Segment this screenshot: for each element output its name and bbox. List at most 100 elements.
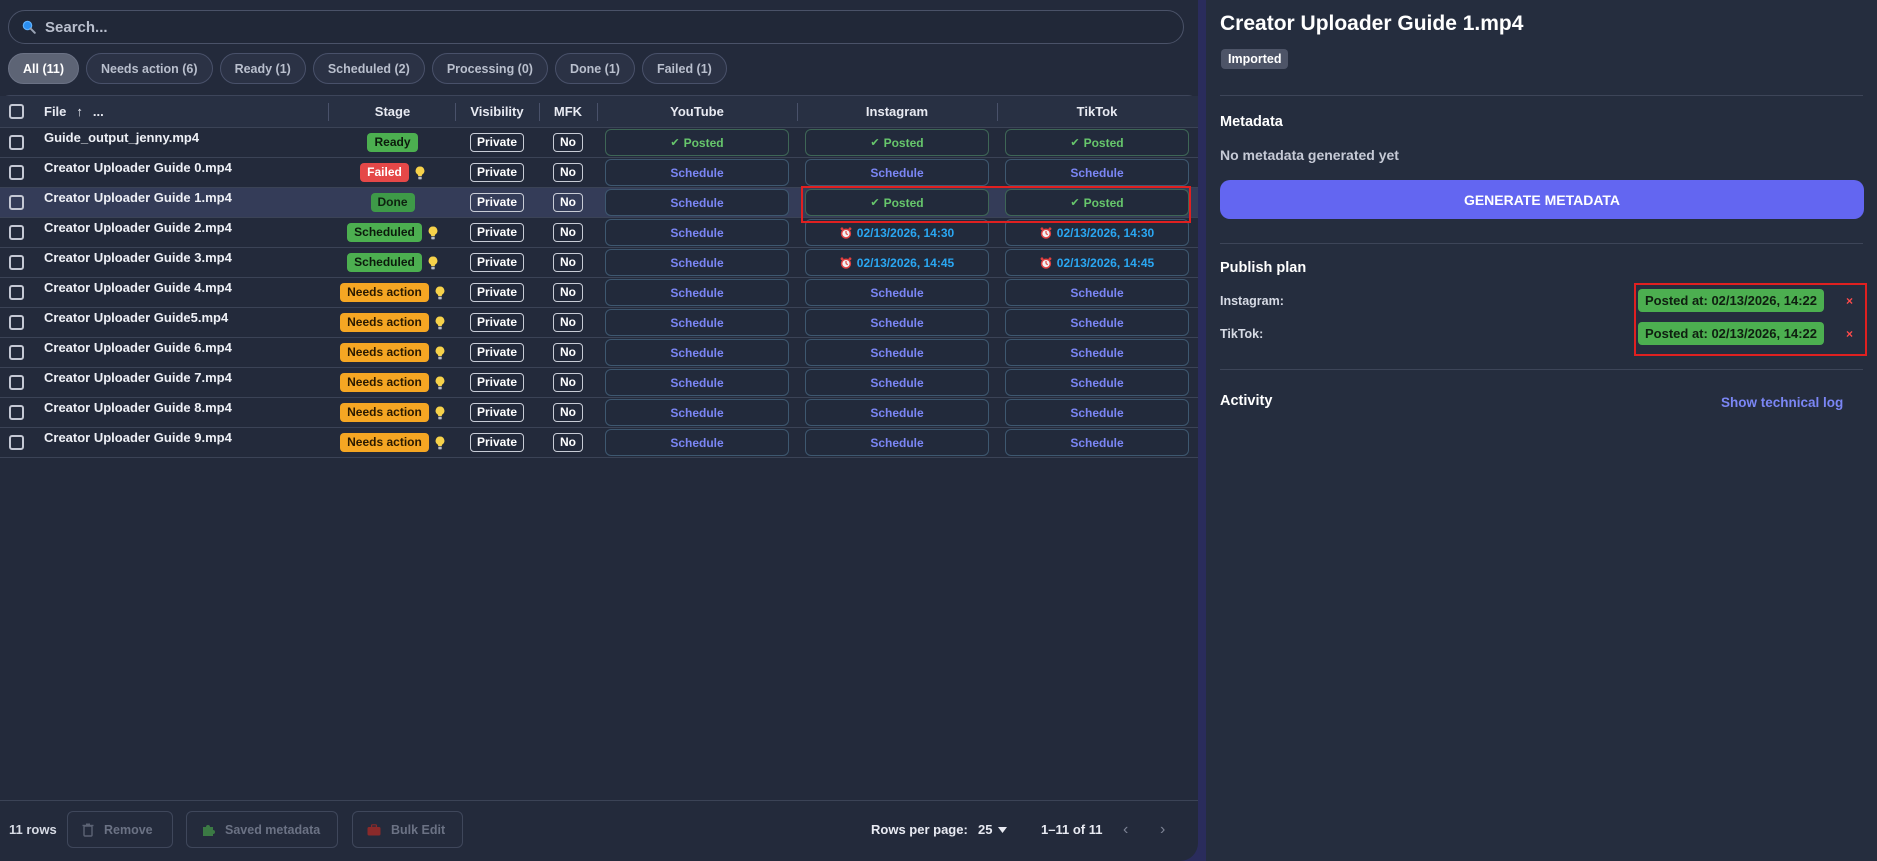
instagram-status[interactable]: Schedule	[805, 429, 989, 456]
instagram-status[interactable]: Schedule	[805, 369, 989, 396]
file-name[interactable]: Creator Uploader Guide 7.mp4	[44, 370, 232, 385]
table-row[interactable]: Creator Uploader Guide 4.mp4 Needs action…	[0, 278, 1198, 308]
tiktok-status[interactable]: Schedule	[1005, 339, 1189, 366]
mfk-pill[interactable]: No	[553, 223, 583, 242]
mfk-pill[interactable]: No	[553, 403, 583, 422]
tiktok-status[interactable]: Schedule	[1005, 429, 1189, 456]
instagram-status[interactable]: Schedule	[805, 339, 989, 366]
youtube-status[interactable]: Schedule	[605, 369, 789, 396]
search-input[interactable]	[45, 18, 1183, 36]
select-all-checkbox[interactable]	[8, 104, 24, 119]
youtube-status[interactable]: Schedule	[605, 279, 789, 306]
column-instagram[interactable]: Instagram	[865, 104, 929, 119]
visibility-pill[interactable]: Private	[469, 343, 525, 362]
lightbulb-icon[interactable]	[428, 255, 438, 270]
column-stage[interactable]: Stage	[374, 104, 411, 119]
file-name[interactable]: Creator Uploader Guide 8.mp4	[44, 400, 232, 415]
instagram-status[interactable]: 02/13/2026, 14:30	[805, 219, 989, 246]
mfk-pill[interactable]: No	[553, 433, 583, 452]
tiktok-status[interactable]: ✔ Posted	[1005, 129, 1189, 156]
file-name[interactable]: Creator Uploader Guide 9.mp4	[44, 430, 232, 445]
file-name[interactable]: Creator Uploader Guide 4.mp4	[44, 280, 232, 295]
tiktok-status[interactable]: 02/13/2026, 14:45	[1005, 249, 1189, 276]
lightbulb-icon[interactable]	[428, 225, 438, 240]
lightbulb-icon[interactable]	[435, 315, 445, 330]
youtube-status[interactable]: Schedule	[605, 399, 789, 426]
sort-ascending-icon[interactable]: ↑	[76, 104, 83, 119]
search-bar[interactable]	[8, 10, 1184, 44]
table-row[interactable]: Creator Uploader Guide 7.mp4 Needs action…	[0, 368, 1198, 398]
column-youtube[interactable]: YouTube	[670, 104, 724, 119]
row-checkbox[interactable]	[8, 135, 24, 150]
mfk-pill[interactable]: No	[553, 373, 583, 392]
lightbulb-icon[interactable]	[435, 405, 445, 420]
filter-chip[interactable]: Needs action (6)	[86, 53, 213, 84]
tiktok-status[interactable]: Schedule	[1005, 309, 1189, 336]
instagram-status[interactable]: Schedule	[805, 309, 989, 336]
row-checkbox[interactable]	[8, 195, 24, 210]
visibility-pill[interactable]: Private	[469, 373, 525, 392]
visibility-pill[interactable]: Private	[469, 193, 525, 212]
remove-button[interactable]: Remove	[67, 811, 173, 848]
filter-chip[interactable]: Processing (0)	[431, 53, 548, 84]
youtube-status[interactable]: Schedule	[605, 219, 789, 246]
table-row[interactable]: Creator Uploader Guide 1.mp4 Done Private N…	[0, 188, 1198, 218]
youtube-status[interactable]: ✔ Posted	[605, 129, 789, 156]
youtube-status[interactable]: Schedule	[605, 429, 789, 456]
mfk-pill[interactable]: No	[553, 193, 583, 212]
filter-chip[interactable]: Ready (1)	[219, 53, 306, 84]
visibility-pill[interactable]: Private	[469, 253, 525, 272]
row-checkbox[interactable]	[8, 285, 24, 300]
mfk-pill[interactable]: No	[553, 313, 583, 332]
youtube-status[interactable]: Schedule	[605, 339, 789, 366]
row-checkbox[interactable]	[8, 345, 24, 360]
column-tiktok[interactable]: TikTok	[1076, 104, 1118, 119]
youtube-status[interactable]: Schedule	[605, 309, 789, 336]
youtube-status[interactable]: Schedule	[605, 249, 789, 276]
remove-plan-icon[interactable]: ×	[1846, 294, 1854, 308]
instagram-status[interactable]: Schedule	[805, 279, 989, 306]
file-name[interactable]: Creator Uploader Guide 6.mp4	[44, 340, 232, 355]
instagram-status[interactable]: ✔ Posted	[805, 129, 989, 156]
filter-chip[interactable]: Scheduled (2)	[312, 53, 425, 84]
column-visibility[interactable]: Visibility	[470, 104, 524, 119]
table-row[interactable]: Guide_output_jenny.mp4 Ready Private No ✔ Pos…	[0, 128, 1198, 158]
filter-chip[interactable]: All (11)	[8, 53, 79, 84]
row-checkbox[interactable]	[8, 255, 24, 270]
table-row[interactable]: Creator Uploader Guide5.mp4 Needs action P…	[0, 308, 1198, 338]
rows-per-page-select[interactable]: 25	[978, 822, 1008, 837]
visibility-pill[interactable]: Private	[469, 223, 525, 242]
column-mfk[interactable]: MFK	[553, 104, 583, 119]
filter-chip[interactable]: Done (1)	[554, 53, 635, 84]
visibility-pill[interactable]: Private	[469, 283, 525, 302]
mfk-pill[interactable]: No	[553, 253, 583, 272]
table-row[interactable]: Creator Uploader Guide 8.mp4 Needs action…	[0, 398, 1198, 428]
table-row[interactable]: Creator Uploader Guide 3.mp4 Scheduled Pri…	[0, 248, 1198, 278]
tiktok-status[interactable]: Schedule	[1005, 279, 1189, 306]
tiktok-status[interactable]: ✔ Posted	[1005, 189, 1189, 216]
visibility-pill[interactable]: Private	[469, 313, 525, 332]
tiktok-status[interactable]: Schedule	[1005, 369, 1189, 396]
visibility-pill[interactable]: Private	[469, 133, 525, 152]
lightbulb-icon[interactable]	[435, 345, 445, 360]
youtube-status[interactable]: Schedule	[605, 159, 789, 186]
generate-metadata-button[interactable]: GENERATE METADATA	[1220, 180, 1864, 219]
visibility-pill[interactable]: Private	[469, 433, 525, 452]
table-row[interactable]: Creator Uploader Guide 0.mp4 Failed Privat…	[0, 158, 1198, 188]
remove-plan-icon[interactable]: ×	[1846, 327, 1854, 341]
next-page-icon[interactable]: ›	[1160, 821, 1166, 838]
table-row[interactable]: Creator Uploader Guide 2.mp4 Scheduled Pri…	[0, 218, 1198, 248]
bulk-edit-button[interactable]: Bulk Edit	[352, 811, 463, 848]
file-name[interactable]: Guide_output_jenny.mp4	[44, 130, 200, 145]
lightbulb-icon[interactable]	[435, 435, 445, 450]
youtube-status[interactable]: Schedule	[605, 189, 789, 216]
file-name[interactable]: Creator Uploader Guide 3.mp4	[44, 250, 232, 265]
table-row[interactable]: Creator Uploader Guide 6.mp4 Needs action…	[0, 338, 1198, 368]
mfk-pill[interactable]: No	[553, 283, 583, 302]
lightbulb-icon[interactable]	[435, 285, 445, 300]
filter-chip[interactable]: Failed (1)	[641, 53, 727, 84]
file-name[interactable]: Creator Uploader Guide 0.mp4	[44, 160, 232, 175]
saved-metadata-button[interactable]: Saved metadata	[186, 811, 338, 848]
tiktok-status[interactable]: Schedule	[1005, 399, 1189, 426]
file-name[interactable]: Creator Uploader Guide 2.mp4	[44, 220, 232, 235]
